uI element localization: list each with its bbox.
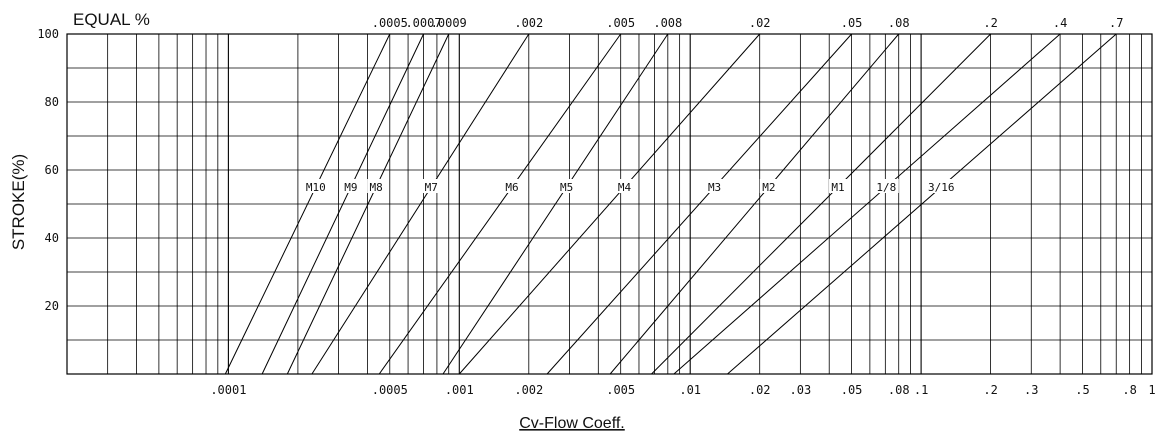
- x-tick-label: .05: [841, 383, 863, 397]
- x-tick-label: .1: [914, 383, 928, 397]
- top-cv-label: .7: [1109, 16, 1123, 30]
- x-tick-label: .03: [790, 383, 812, 397]
- y-tick-label: 40: [45, 231, 59, 245]
- series-label: M8: [369, 181, 382, 194]
- series-line-M7: [311, 33, 530, 375]
- x-tick-label: 1: [1148, 383, 1155, 397]
- top-cv-label: .0009: [431, 16, 467, 30]
- series-label: 1/8: [876, 181, 896, 194]
- series-label-bg: [829, 179, 848, 193]
- chart-title: EQUAL %: [73, 10, 150, 29]
- series-label: M7: [425, 181, 438, 194]
- series-line-M5: [442, 33, 669, 375]
- x-tick-label: .3: [1024, 383, 1038, 397]
- series-line-M10: [224, 33, 391, 375]
- y-tick-label: 20: [45, 299, 59, 313]
- top-cv-label: .0005: [372, 16, 408, 30]
- x-tick-label: .001: [445, 383, 474, 397]
- top-cv-label: .002: [514, 16, 543, 30]
- y-axis-label: STROKE(%): [9, 154, 28, 250]
- series-label: 3/16: [928, 181, 955, 194]
- x-tick-label: .005: [606, 383, 635, 397]
- series-label-bg: [557, 179, 576, 193]
- top-cv-label: .02: [749, 16, 771, 30]
- series-label-bg: [925, 179, 958, 193]
- series-label-bg: [367, 179, 386, 193]
- x-tick-label: .8: [1122, 383, 1136, 397]
- top-cv-label: .0007: [405, 16, 441, 30]
- series-label-bg: [759, 179, 778, 193]
- top-cv-label: .08: [888, 16, 910, 30]
- x-tick-label: .0005: [372, 383, 408, 397]
- series-label: M3: [708, 181, 721, 194]
- series-line-M4: [458, 33, 761, 375]
- series-label: M6: [505, 181, 518, 194]
- series-line-3-16: [727, 33, 1117, 375]
- top-cv-label: .008: [653, 16, 682, 30]
- series-label-bg: [705, 179, 724, 193]
- series-label-bg: [422, 179, 441, 193]
- series-lines: [224, 33, 1117, 375]
- series-label: M10: [306, 181, 326, 194]
- y-tick-label: 60: [45, 163, 59, 177]
- x-tick-label: .2: [983, 383, 997, 397]
- series-line-M3: [546, 33, 852, 375]
- x-tick-label: .02: [749, 383, 771, 397]
- x-axis-label: Cv-Flow Coeff.: [519, 415, 625, 432]
- series-line-1-8: [673, 33, 1061, 375]
- x-tick-label: .5: [1075, 383, 1089, 397]
- series-line-M9: [261, 33, 424, 375]
- series-line-M6: [378, 33, 622, 375]
- y-tick-label: 100: [37, 27, 59, 41]
- series-label: M1: [831, 181, 844, 194]
- series-line-M1: [651, 33, 991, 375]
- top-cv-label: .005: [606, 16, 635, 30]
- grid: [67, 34, 1152, 374]
- x-tick-label: .002: [514, 383, 543, 397]
- series-label-bg: [615, 179, 634, 193]
- series-line-M2: [609, 33, 900, 375]
- y-tick-label: 80: [45, 95, 59, 109]
- series-label: M4: [618, 181, 632, 194]
- x-tick-label: .01: [679, 383, 701, 397]
- series-label-bg: [341, 179, 360, 193]
- series-label-bg: [503, 179, 522, 193]
- series-label-bg: [303, 179, 329, 193]
- top-cv-label: .2: [983, 16, 997, 30]
- top-cv-label: .4: [1053, 16, 1067, 30]
- series-line-M8: [286, 33, 450, 375]
- x-tick-label: .08: [888, 383, 910, 397]
- series-label: M9: [344, 181, 357, 194]
- x-tick-label: .0001: [210, 383, 246, 397]
- series-label: M2: [762, 181, 775, 194]
- series-label: M5: [560, 181, 573, 194]
- series-label-bg: [873, 179, 899, 193]
- plot-frame: [66, 33, 1153, 375]
- axis-ticks: .0001 .0005 .001 .002 .005 .01 .02 .03 .05 .08 .1.…: [37, 27, 1155, 397]
- series-labels: M10 .0005 M9 .0007 M8 .0009 M7 .002 M6 .005 M5 .008…: [303, 16, 1123, 194]
- top-cv-label: .05: [841, 16, 863, 30]
